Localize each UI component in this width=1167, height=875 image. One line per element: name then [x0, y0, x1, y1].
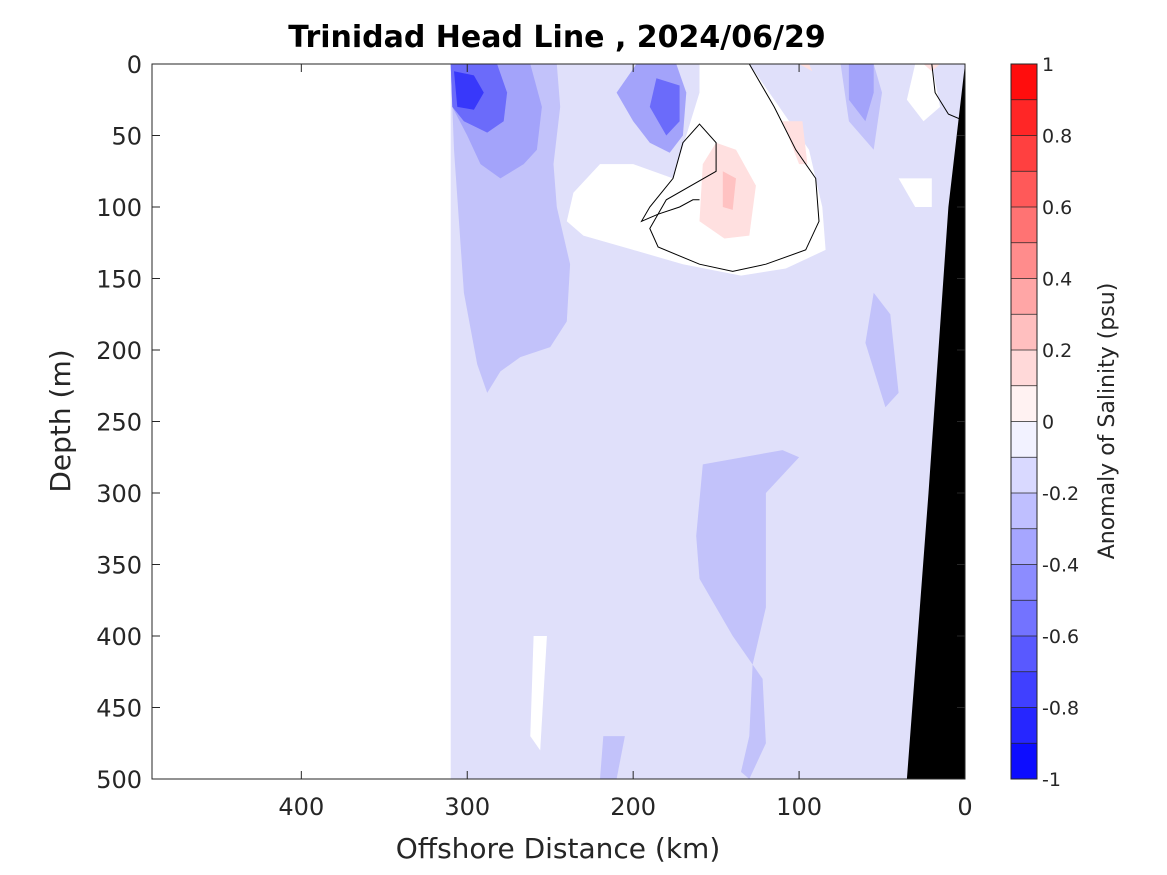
colorbar-frame [1010, 63, 1038, 780]
x-tick-label: 100 [776, 793, 822, 821]
colorbar-tick-label: -0.8 [1042, 698, 1079, 720]
colorbar-band [1011, 671, 1037, 708]
contour-region [696, 450, 800, 779]
x-axis-label: Offshore Distance (km) [396, 832, 721, 865]
zero-contour-line [640, 64, 820, 272]
colorbar-band [1011, 350, 1037, 387]
contour-region [799, 64, 813, 72]
x-tick-label: 300 [444, 793, 490, 821]
contour-region [454, 71, 484, 110]
y-tick-label: 150 [96, 266, 142, 294]
y-tick-label: 100 [96, 194, 142, 222]
colorbar-tick-label: -1 [1042, 769, 1061, 791]
colorbar-band [1011, 493, 1037, 530]
colorbar-tick-label: -0.6 [1042, 626, 1079, 648]
y-tick-label: 450 [96, 695, 142, 723]
colorbar-tick-label: -0.4 [1042, 555, 1079, 577]
contour-region [898, 178, 932, 207]
y-tick-label: 50 [111, 123, 142, 151]
colorbar-tick-label: 0.8 [1042, 126, 1072, 148]
colorbar-tick-label: -0.2 [1042, 483, 1079, 505]
colorbar-tick-label: 1 [1042, 54, 1054, 76]
contour-region [906, 64, 941, 122]
zero-contour-line [931, 64, 965, 122]
y-tick-label: 0 [127, 51, 142, 79]
x-tick-label: 200 [610, 793, 656, 821]
contour-fill-layer [450, 64, 965, 779]
contour-region [530, 636, 547, 751]
colorbar-band [1011, 64, 1037, 101]
zero-contour-lines [640, 64, 965, 272]
seafloor [906, 64, 965, 779]
contour-region [722, 171, 736, 210]
colorbar-band [1011, 636, 1037, 673]
x-tick-label: 400 [278, 793, 324, 821]
y-axis-ticks: 0 50 100 150 200 250 300 350 400 450 500 [96, 51, 965, 794]
colorbar-label: Anomaly of Salinity (psu) [1095, 283, 1120, 560]
colorbar-tick-label: 0.4 [1042, 269, 1072, 291]
contour-region [865, 292, 899, 408]
colorbar-band [1011, 528, 1037, 565]
colorbar-band [1011, 207, 1037, 244]
colorbar-tick-label: 0 [1042, 412, 1054, 434]
colorbar-band [1011, 171, 1037, 208]
colorbar-tick-label: 0.2 [1042, 340, 1072, 362]
contour-region [848, 64, 874, 122]
y-tick-label: 500 [96, 766, 142, 794]
seafloor-mask [906, 64, 965, 779]
colorbar-tick-label: 0.6 [1042, 197, 1072, 219]
contour-region [649, 78, 680, 136]
y-axis-label: Depth (m) [44, 349, 77, 492]
x-axis-ticks: 400 300 200 100 0 [278, 64, 973, 821]
contour-region [566, 64, 826, 276]
y-tick-label: 200 [96, 337, 142, 365]
colorbar-band [1011, 242, 1037, 279]
chart-title: Trinidad Head Line , 2024/06/29 [288, 20, 825, 55]
colorbar-band [1011, 135, 1037, 172]
x-tick-label: 0 [957, 793, 972, 821]
colorbar-band [1011, 743, 1037, 780]
contour-region [782, 121, 808, 165]
colorbar-band [1011, 314, 1037, 351]
colorbar-band [1011, 278, 1037, 315]
colorbar-band [1011, 385, 1037, 422]
colorbar-band [1011, 421, 1037, 458]
y-tick-label: 400 [96, 623, 142, 651]
colorbar-band [1011, 707, 1037, 744]
y-tick-label: 350 [96, 552, 142, 580]
colorbar-band [1011, 99, 1037, 136]
colorbar: 1 0.8 0.6 0.4 0.2 0 -0.2 -0.4 -0.6 -0.8 -1 [1010, 54, 1079, 791]
y-tick-label: 250 [96, 409, 142, 437]
colorbar-band [1011, 600, 1037, 637]
contour-region [450, 64, 965, 779]
contour-region [600, 736, 625, 779]
colorbar-band [1011, 564, 1037, 601]
y-tick-label: 300 [96, 480, 142, 508]
colorbar-band [1011, 457, 1037, 494]
